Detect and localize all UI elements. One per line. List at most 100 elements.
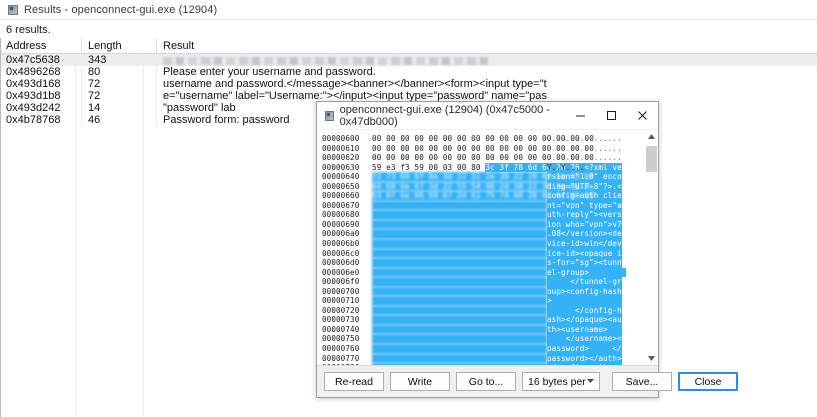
hex-ascii: config-auth clie [547,191,622,201]
cell-address: 0x493d242 [0,102,82,114]
hex-bytes: 72 73 69 6f 6e 3d 22 31 2e 30 22 20 65 6… [372,172,594,182]
hex-window-titlebar[interactable]: openconnect-gui.exe (12904) (0x47c5000 -… [317,102,658,130]
chevron-down-icon [587,378,596,385]
hex-offset: 00000630 [322,162,360,172]
save-button[interactable]: Save... [612,372,672,391]
bytes-per-row-select[interactable]: 16 bytes per row [522,372,600,391]
redacted-result [163,56,488,65]
app-icon [8,4,18,15]
hex-row[interactable]: 000006f0 </tunnel-gr [322,277,644,287]
hex-row[interactable]: 00000600 00 00 00 00 00 00 00 00 00 00 00… [322,134,644,144]
hex-row[interactable]: 00000770 password></auth> [322,353,644,364]
hex-offset: 00000610 [322,143,360,153]
hex-editor-window[interactable]: openconnect-gui.exe (12904) (0x47c5000 -… [316,101,738,398]
hex-row[interactable]: 000006e0 el-group> [322,267,644,278]
hex-view-body[interactable]: 00000600 00 00 00 00 00 00 00 00 00 00 00… [317,130,658,366]
minimize-icon[interactable] [565,102,596,129]
hex-bytes [372,344,547,354]
cell-address: 0x47c5638 [0,53,82,66]
results-table[interactable]: Address Length Result 0x47c5638 343 0x4896… [0,38,817,126]
hex-vertical-scrollbar[interactable] [644,130,658,365]
hex-row[interactable]: 00000720 </config-h [322,305,644,316]
hex-row[interactable]: 00000620 00 00 00 00 00 00 00 00 00 00 00… [322,153,644,163]
column-header-length[interactable]: Length [81,38,157,54]
hex-row[interactable]: 00000690 ion who="vpn">v7 [322,219,644,230]
cell-length: 343 [81,53,157,66]
hex-ascii: ................ [547,143,622,153]
hex-ascii: uth-reply"><vers [547,210,622,220]
bytes-per-row-value: 16 bytes per row [528,375,587,388]
hex-ascii: ................ [547,153,622,163]
hex-offset: 000006c0 [322,248,360,258]
hex-offset: 00000710 [322,296,360,306]
hex-bytes: 63 6f 6e 66 69 67 2d 61 75 74 68 20 63 6… [372,191,594,201]
results-table-body[interactable]: 0x47c5638 343 0x4896268 80 Please enter your… [0,53,817,126]
table-left-border [0,38,1,417]
hex-row[interactable]: 000006c0 ice-id><opaque i [322,248,644,259]
table-row[interactable]: 0x4896268 80 Please enter your username an… [0,66,817,78]
cell-address: 0x493d1b8 [0,90,82,102]
scroll-up-arrow-icon[interactable] [645,130,658,143]
cell-result [156,53,817,66]
table-row[interactable]: 0x493d242 14 "password" lab [0,102,817,114]
write-button[interactable]: Write [390,372,450,391]
hex-bytes [372,267,547,278]
hex-row[interactable]: 000006d0 s-for="sg"><tunn [322,258,644,268]
hex-row[interactable]: 00000710 > [322,296,644,306]
re-read-button[interactable]: Re-read [324,372,384,391]
hex-row[interactable]: 00000630 59 e3 f3 59 00 03 00 80 3c 3f 78… [322,162,644,173]
hex-bytes [372,258,547,268]
hex-bytes [372,353,547,364]
hex-window-title: openconnect-gui.exe (12904) (0x47c5000 -… [339,103,551,128]
hex-offset: 000006f0 [322,277,360,287]
hex-row[interactable]: 00000730 ash></opaque><au [322,315,644,325]
scroll-down-arrow-icon[interactable] [645,352,658,365]
cell-result: e="username" label="Username:"></input><… [163,90,547,102]
hex-row[interactable]: 000006b0 vice-id>win</dev [322,239,644,249]
hex-row[interactable]: 00000670 nt="vpn" type="a [322,200,644,211]
hex-offset: 00000650 [322,181,360,191]
hex-offset: 00000690 [322,219,360,229]
table-row[interactable]: 0x47c5638 343 [0,53,817,66]
column-header-result[interactable]: Result [156,38,817,54]
table-row[interactable]: 0x4b78768 46 Password form: password [0,114,817,126]
hex-bytes: 00 00 00 00 00 00 00 00 00 00 00 00 00 0… [372,143,594,153]
hex-offset: 00000750 [322,334,360,344]
hex-row[interactable]: 00000760 password> </ [322,344,644,354]
hex-row[interactable]: 00000640 72 73 69 6f 6e 3d 22 31 2e 30 22… [322,172,644,182]
hex-ascii: </config-auth>.. [547,363,622,365]
go-to-button[interactable]: Go to... [456,372,516,391]
column-header-address[interactable]: Address [0,38,82,54]
window-title: Results - openconnect-gui.exe (12904) [24,3,218,16]
hex-row[interactable]: 00000780 </config-auth>.. [322,363,644,365]
hex-bytes [372,296,547,306]
hex-bytes [372,315,547,325]
close-icon[interactable] [627,102,658,129]
hex-row[interactable]: 00000740 th><username> [322,324,644,335]
hex-dump[interactable]: 00000600 00 00 00 00 00 00 00 00 00 00 00… [317,130,644,365]
hex-row[interactable]: 00000680 uth-reply"><vers [322,210,644,220]
window-titlebar: Results - openconnect-gui.exe (12904) [0,0,817,20]
hex-row[interactable]: 00000610 00 00 00 00 00 00 00 00 00 00 00… [322,144,644,154]
table-row[interactable]: 0x493d1b8 72 e="username" label="Username:… [0,90,817,102]
hex-bytes [372,229,547,240]
hex-ascii: > [547,296,622,306]
hex-row[interactable]: 000006a0 .08</version><de [322,229,644,240]
hex-bytes [372,219,547,230]
table-row[interactable]: 0x493d168 72 username and password.</messa… [0,78,817,90]
hex-row[interactable]: 00000650 64 69 6e 67 3d 22 55 54 46 2d 38… [322,181,644,192]
scrollbar-thumb[interactable] [646,146,657,172]
hex-ascii: el-group> [547,267,627,278]
cell-address: 0x4896268 [0,66,82,78]
hex-row[interactable]: 00000700 oup><config-hash [322,286,644,297]
close-button[interactable]: Close [678,372,738,391]
hex-offset: 00000780 [322,363,372,365]
hex-offset: 00000670 [322,200,360,210]
hex-ascii: s-for="sg"><tunn [547,258,622,268]
hex-row[interactable]: 00000750 </username>< [322,334,644,345]
hex-offset: 00000700 [322,286,360,296]
hex-ascii: rsion="1.0" enco [547,172,622,182]
maximize-icon[interactable] [596,102,627,129]
hex-bytes [372,324,547,335]
hex-row[interactable]: 00000660 63 6f 6e 66 69 67 2d 61 75 74 68… [322,191,644,201]
